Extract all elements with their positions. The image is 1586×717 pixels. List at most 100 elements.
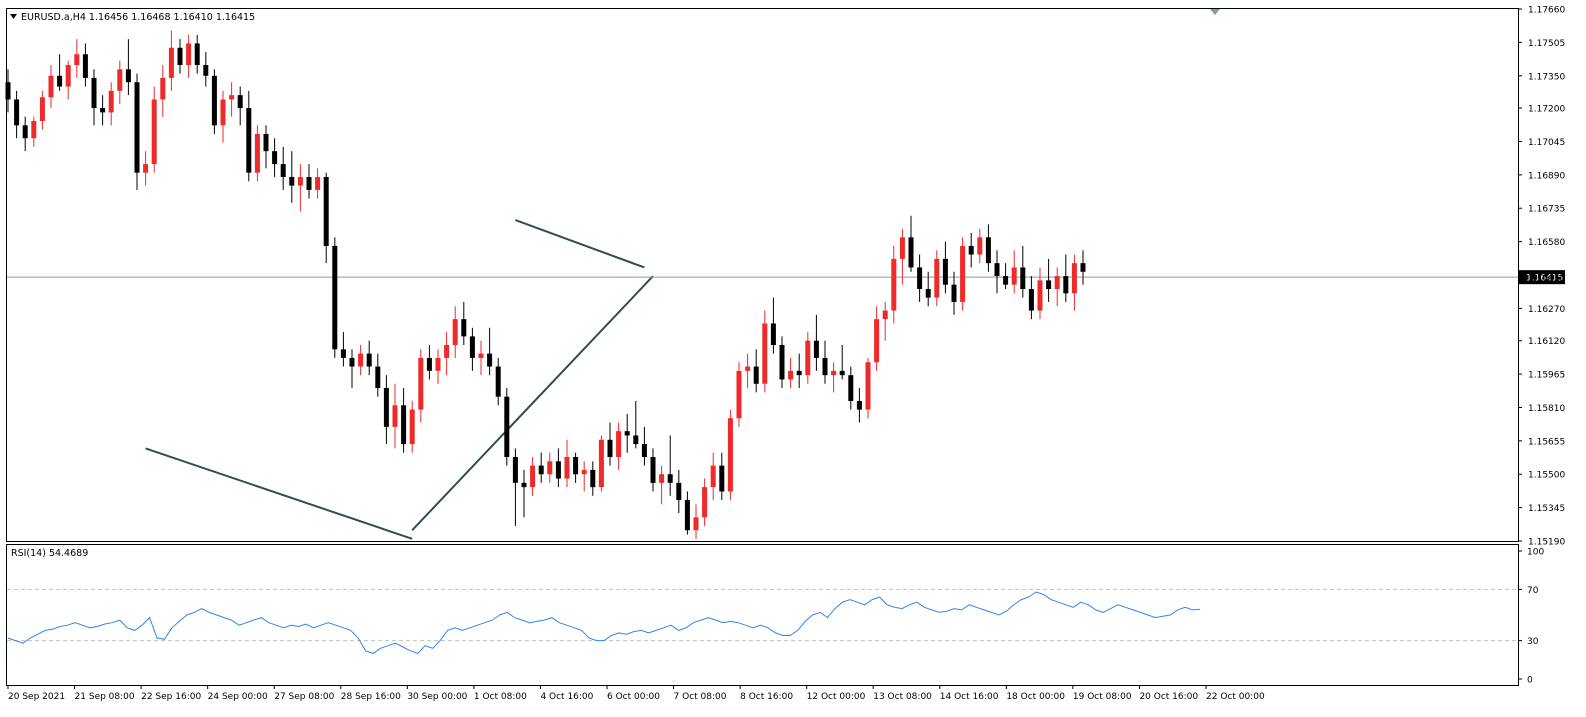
price-tick-label: 1.17660: [1528, 6, 1565, 16]
candle-body: [925, 289, 931, 298]
candle-body: [1028, 289, 1034, 311]
candle-body: [461, 319, 467, 337]
candle-body: [383, 388, 389, 427]
candle-body: [865, 362, 871, 410]
candle-body: [951, 284, 957, 302]
candle-body: [297, 177, 303, 186]
candle-body: [796, 370, 802, 376]
candle-body: [74, 54, 80, 65]
candle-body: [401, 405, 407, 445]
candle-body: [5, 82, 11, 100]
candle-body: [727, 418, 733, 492]
candle-body: [358, 353, 364, 367]
rsi-line: [7, 591, 1201, 654]
candle-body: [143, 164, 149, 173]
candle-body: [934, 258, 940, 298]
candle-body: [229, 95, 235, 100]
rsi-series-line: [7, 591, 1201, 654]
candle-body: [805, 340, 811, 376]
candle-body: [667, 474, 673, 483]
candle-body: [100, 108, 106, 113]
candle-body: [254, 133, 260, 173]
candle-body: [753, 366, 759, 384]
candle-body: [117, 69, 123, 91]
candle-body: [1003, 276, 1009, 285]
rsi-tick-label: 70: [1527, 586, 1539, 596]
candle-body: [547, 461, 553, 475]
price-tick-label: 1.15810: [1528, 404, 1565, 414]
candle-body: [977, 237, 983, 255]
price-tick-label: 1.16580: [1528, 238, 1565, 248]
candle-body: [624, 431, 630, 436]
candle-body: [14, 99, 20, 126]
candle-body: [813, 340, 819, 358]
candle-body: [521, 482, 527, 488]
candle-body: [788, 370, 794, 380]
price-tick-label: 1.15655: [1528, 437, 1565, 447]
time-tick-label: 30 Sep 00:00: [407, 692, 467, 702]
current-price-line: 1.16415: [7, 270, 1565, 285]
candle-body: [246, 108, 252, 173]
candle-body: [745, 366, 751, 371]
candle-body: [581, 469, 587, 475]
time-tick-label: 4 Oct 16:00: [540, 692, 593, 702]
candle-body: [530, 465, 536, 488]
candle-body: [220, 99, 226, 126]
trendline: [145, 447, 413, 540]
candle-body: [770, 323, 776, 345]
candle-body: [31, 121, 37, 139]
candle-body: [1071, 263, 1077, 294]
candle-body: [848, 375, 854, 401]
candle-body: [495, 366, 501, 397]
price-tick-label: 1.17505: [1528, 39, 1565, 49]
candle-body: [856, 401, 862, 410]
candle-body: [168, 47, 174, 78]
candle-body: [702, 487, 708, 518]
candle-body: [452, 319, 458, 345]
candle-body: [375, 366, 381, 389]
price-tick-label: 1.16735: [1528, 205, 1565, 215]
chart-shift-marker-icon[interactable]: [1210, 9, 1220, 15]
candles: [5, 30, 1086, 539]
candle-body: [564, 457, 570, 479]
time-tick-label: 20 Sep 2021: [8, 692, 65, 702]
time-tick-label: 13 Oct 08:00: [873, 692, 932, 702]
candle-body: [340, 349, 346, 358]
price-tick-label: 1.16890: [1528, 171, 1565, 181]
price-tick-label: 1.17200: [1528, 105, 1565, 115]
candle-body: [418, 357, 424, 410]
candle-body: [349, 357, 355, 367]
candle-body: [39, 97, 45, 121]
candle-body: [1054, 276, 1060, 289]
candle-body: [237, 95, 243, 109]
trendlines[interactable]: [145, 219, 654, 540]
time-tick-label: 27 Sep 08:00: [274, 692, 334, 702]
candle-body: [125, 69, 131, 83]
price-tick-label: 1.16270: [1528, 305, 1565, 315]
trendline: [515, 219, 645, 269]
time-tick-label: 20 Oct 16:00: [1139, 692, 1198, 702]
rsi-tick-label: 100: [1527, 548, 1544, 558]
candle-body: [280, 164, 286, 177]
current-price-badge-label: 1.16415: [1526, 274, 1563, 284]
candle-body: [917, 267, 923, 289]
candle-body: [607, 439, 613, 457]
time-tick-label: 19 Oct 08:00: [1073, 692, 1132, 702]
trendline: [411, 275, 654, 531]
time-tick-label: 12 Oct 00:00: [807, 692, 866, 702]
candle-body: [22, 125, 28, 139]
candle-body: [616, 431, 622, 457]
candle-body: [650, 457, 656, 483]
candle-body: [323, 177, 329, 246]
dropdown-triangle-icon[interactable]: [10, 14, 17, 19]
candle-body: [177, 47, 183, 65]
candle-body: [839, 370, 845, 376]
time-axis: 20 Sep 2021 21 Sep 08:00 22 Sep 16:00 24 Se…: [7, 685, 1265, 702]
time-tick-label: 1 Oct 08:00: [474, 692, 527, 702]
candle-body: [160, 77, 166, 100]
price-tick-label: 1.17045: [1528, 138, 1565, 148]
candle-body: [891, 258, 897, 311]
candle-body: [306, 177, 312, 190]
